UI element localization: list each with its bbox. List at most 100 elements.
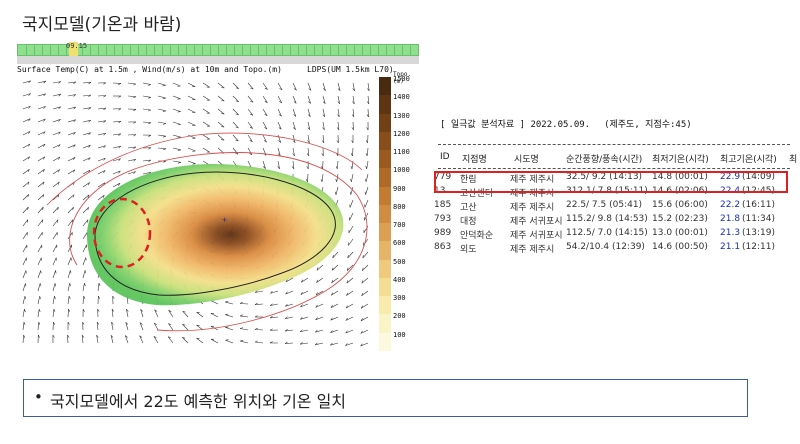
cell-tmax-time: (11:34) <box>742 214 775 224</box>
wind-arrow-head <box>133 159 136 162</box>
colorbar: 1500 1400 1300 1200 1100 1000 900 800 700 600 500 4… <box>379 75 419 351</box>
colorbar-label: 900 <box>393 184 406 193</box>
time-tick <box>250 45 251 56</box>
wind-arrow-head <box>364 191 366 195</box>
wind-arrow <box>350 186 354 195</box>
wind-arrow <box>346 264 354 271</box>
wind-arrow-head <box>38 321 41 325</box>
wind-arrow-head <box>182 310 186 313</box>
wind-arrow-head <box>350 178 352 182</box>
wind-arrow <box>300 290 309 295</box>
wind-arrow-head <box>316 267 319 271</box>
wind-arrow <box>262 134 267 143</box>
wind-arrow-head <box>352 88 355 91</box>
colorbar-swatch <box>379 131 391 151</box>
wind-arrow-head <box>330 330 333 333</box>
wind-arrow-head <box>72 182 75 186</box>
wind-arrow-head <box>88 107 92 110</box>
wind-arrow <box>37 321 39 331</box>
wind-arrow <box>67 308 69 318</box>
wind-arrow-head <box>269 328 273 331</box>
wind-arrow <box>362 264 369 271</box>
wind-arrow <box>82 194 90 201</box>
wind-arrow <box>225 327 234 331</box>
wind-arrow <box>82 207 89 214</box>
wind-arrow-head <box>360 343 363 347</box>
col-more: 최 <box>789 155 798 165</box>
wind-arrow-head <box>53 308 56 312</box>
wind-arrow-head <box>345 305 348 309</box>
wind-arrow-head <box>225 313 229 315</box>
wind-arrow <box>22 143 31 149</box>
wind-arrow <box>22 270 27 279</box>
wind-arrow-head <box>118 108 122 111</box>
wind-arrow <box>22 181 30 188</box>
wind-arrow <box>254 303 264 305</box>
wind-arrow <box>22 296 26 305</box>
wind-arrow <box>202 121 210 127</box>
wind-arrow <box>140 309 144 318</box>
wind-arrow-head <box>270 303 273 306</box>
wind-arrow-head <box>337 88 341 91</box>
wind-arrow-head <box>24 296 26 300</box>
col-tmin: 최저기온(시각) <box>652 155 709 165</box>
wind-vectors <box>22 80 370 347</box>
wind-arrow <box>337 82 341 91</box>
cell-region: 제주 제주시 <box>510 175 555 185</box>
cell-name: 외도 <box>460 245 477 255</box>
cell-name: 고산 <box>460 203 477 213</box>
wind-arrow-head <box>154 322 157 325</box>
wind-arrow <box>22 309 25 318</box>
wind-arrow-head <box>264 114 268 117</box>
wind-arrow <box>262 95 268 103</box>
wind-arrow <box>262 160 266 169</box>
wind-arrow <box>52 308 55 318</box>
time-tick <box>34 45 35 56</box>
wind-arrow <box>316 264 324 271</box>
cell-region: 제주 서귀포시 <box>510 231 563 241</box>
time-tick <box>226 45 227 56</box>
wind-arrow <box>52 244 58 253</box>
wind-arrow-head <box>28 143 31 147</box>
wind-arrow-head <box>300 316 303 320</box>
wind-arrow <box>52 219 59 227</box>
wind-arrow <box>307 108 311 117</box>
wind-arrow <box>285 303 294 307</box>
wind-arrow-head <box>235 152 239 155</box>
wind-arrow-head <box>133 96 137 99</box>
wind-arrow <box>157 108 166 112</box>
wind-arrow <box>52 119 61 123</box>
wind-arrow-head <box>299 342 303 345</box>
wind-arrow-head <box>284 329 288 332</box>
wind-arrow-head <box>133 83 137 86</box>
wind-arrow-head <box>293 88 297 91</box>
time-marker[interactable] <box>69 42 78 56</box>
wind-arrow <box>22 168 30 175</box>
time-tick <box>306 45 307 56</box>
wind-arrow <box>157 95 166 99</box>
wind-arrow-head <box>320 179 323 183</box>
wind-arrow-head <box>239 301 243 304</box>
wind-arrow-head <box>140 309 143 312</box>
colorbar-swatch <box>379 223 391 242</box>
wind-arrow-head <box>221 126 225 128</box>
wind-arrow <box>37 257 42 266</box>
wind-arrow <box>82 82 92 84</box>
wind-arrow-head <box>249 126 253 129</box>
wind-arrow <box>187 160 196 164</box>
cell-tmax-time: (16:11) <box>742 200 775 210</box>
wind-arrow-head <box>118 145 122 149</box>
wind-arrow <box>37 93 46 97</box>
wind-arrow <box>67 257 72 266</box>
wind-arrow-head <box>68 295 71 300</box>
wind-arrow-head <box>346 292 349 296</box>
cell-tmax: 21.1 <box>720 242 741 252</box>
wind-arrow <box>82 144 91 149</box>
wind-arrow-head <box>362 255 364 259</box>
time-tick <box>130 45 131 56</box>
wind-arrow-head <box>285 316 288 319</box>
wind-arrow-head <box>254 302 258 305</box>
cell-tmax: 21.3 <box>720 228 741 238</box>
wind-arrow-head <box>58 144 61 148</box>
island-shading <box>87 164 344 306</box>
